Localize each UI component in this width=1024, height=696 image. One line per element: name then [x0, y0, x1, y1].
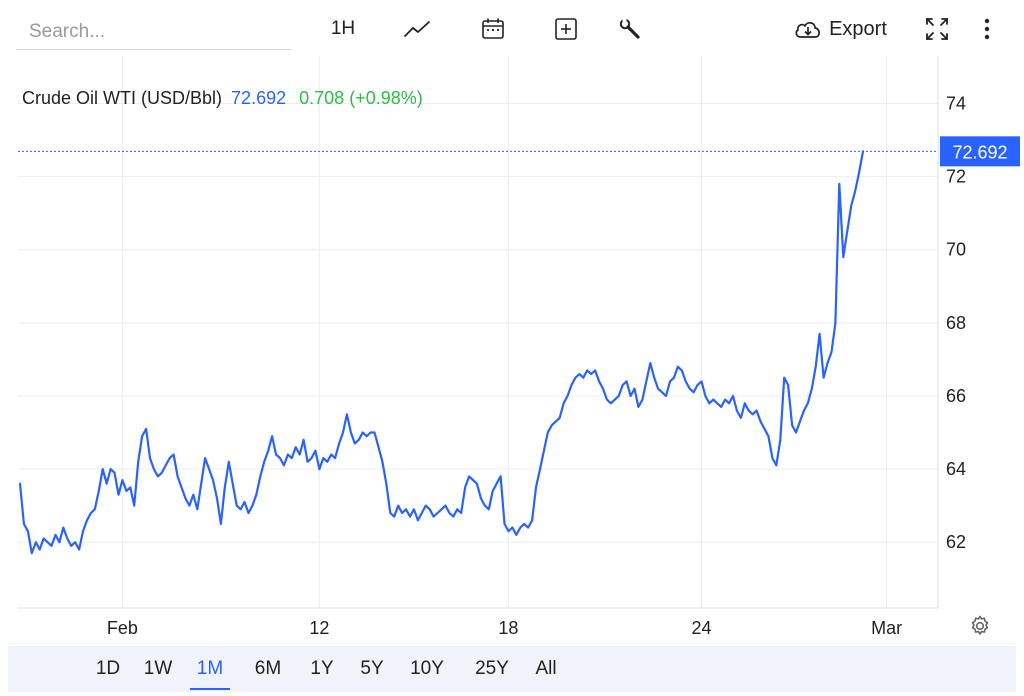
last-price-tag — [940, 136, 1020, 167]
wrench-icon[interactable] — [613, 12, 647, 46]
y-tick-label: 66 — [946, 386, 966, 406]
cloud-download-icon — [795, 22, 821, 38]
interval-button[interactable]: 1H — [326, 12, 360, 46]
y-tick-label: 70 — [946, 240, 966, 260]
legend-change-pct: (+0.98%) — [349, 88, 423, 108]
range-selector: 1D 1W 1M 6M 1Y 5Y 10Y 25Y All — [8, 646, 1016, 692]
gear-icon[interactable] — [968, 614, 992, 638]
range-button-10y[interactable]: 10Y — [410, 658, 444, 679]
range-button-5y[interactable]: 5Y — [360, 658, 384, 679]
y-tick-label: 64 — [946, 459, 966, 479]
legend-change-value: 0.708 — [299, 88, 345, 108]
legend-last-price: 72.692 — [231, 88, 287, 108]
range-button-25y[interactable]: 25Y — [475, 658, 509, 679]
legend-symbol-name: Crude Oil WTI (USD/Bbl) — [22, 88, 223, 108]
last-price-tag-label: 72.692 — [952, 142, 1007, 162]
toolbar: 1H Exp — [0, 0, 1024, 56]
chart-legend: Crude Oil WTI (USD/Bbl) 72.692 0.708 (+0… — [22, 88, 423, 109]
range-button-all[interactable]: All — [535, 658, 557, 679]
line-chart-icon[interactable] — [400, 12, 434, 46]
y-tick-label: 62 — [946, 532, 966, 552]
calendar-icon[interactable] — [476, 12, 510, 46]
add-indicator-icon[interactable] — [549, 12, 583, 46]
range-button-1w[interactable]: 1W — [143, 658, 173, 679]
chart-area[interactable]: 62 64 66 68 70 72 74 Feb 12 18 24 Mar 72.692 Crude O… — [0, 56, 1024, 644]
x-tick-label: Feb — [107, 618, 138, 638]
range-button-1d[interactable]: 1D — [95, 658, 121, 679]
y-tick-label: 72 — [946, 167, 966, 187]
y-tick-label: 74 — [946, 94, 966, 114]
range-button-1y[interactable]: 1Y — [310, 658, 334, 679]
x-tick-label: 24 — [691, 618, 711, 638]
y-tick-label: 68 — [946, 313, 966, 333]
x-tick-label: 12 — [309, 618, 329, 638]
price-chart[interactable]: 62 64 66 68 70 72 74 Feb 12 18 24 Mar 72.692 — [0, 56, 1024, 644]
search-input[interactable] — [16, 14, 292, 50]
x-tick-label: 18 — [498, 618, 518, 638]
legend-change: 0.708 (+0.98%) — [299, 88, 423, 108]
x-tick-label: Mar — [871, 618, 902, 638]
fullscreen-icon[interactable] — [920, 12, 954, 46]
more-vertical-icon[interactable] — [975, 12, 999, 46]
export-button[interactable]: Export — [788, 12, 892, 46]
interval-label: 1H — [330, 18, 356, 39]
range-button-1m[interactable]: 1M — [190, 646, 230, 692]
export-label: Export — [829, 17, 887, 40]
series-line — [18, 150, 865, 555]
range-button-6m[interactable]: 6M — [254, 658, 282, 679]
